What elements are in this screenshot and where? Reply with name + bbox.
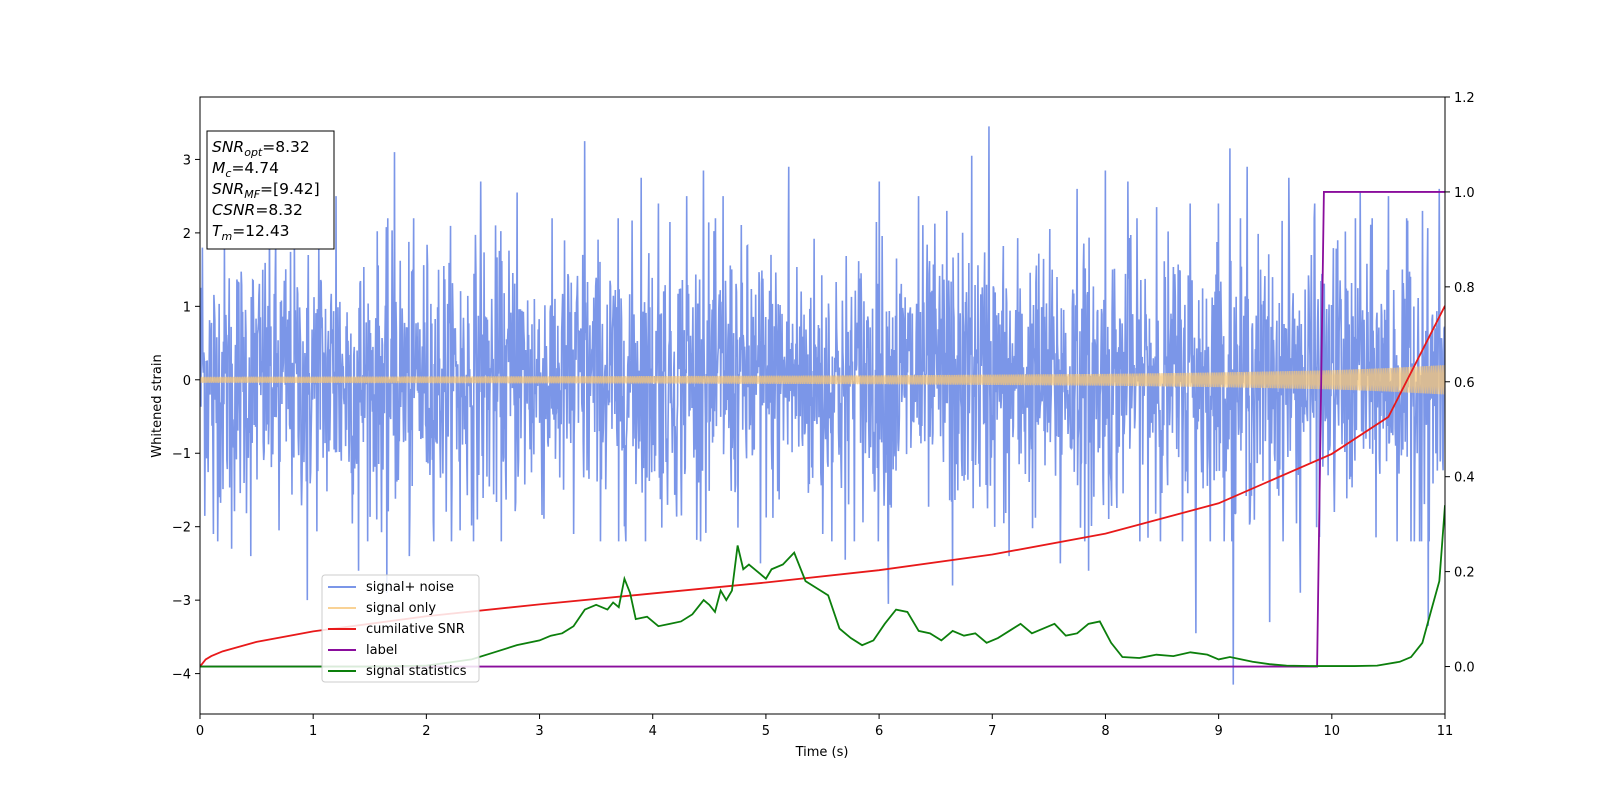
y-tick-label: 0	[183, 374, 191, 389]
x-tick-label: 10	[1324, 724, 1341, 739]
x-tick-label: 5	[762, 724, 770, 739]
info-symbol: SNR	[212, 138, 244, 156]
info-value: =[9.42]	[260, 180, 320, 198]
info-box-frame	[206, 130, 335, 250]
info-subscript: MF	[244, 188, 260, 201]
series-signal-statistics-line	[200, 505, 1445, 668]
info-symbol: M	[212, 159, 225, 177]
y2-tick-label: 0.2	[1454, 566, 1475, 581]
info-value: =8.32	[255, 201, 303, 219]
y-axis-label: Whitened strain	[150, 354, 165, 457]
series-layer	[200, 126, 1445, 685]
info-line: SNRMF=[9.42]	[212, 180, 320, 201]
legend-frame	[321, 574, 480, 683]
x-tick-label: 3	[535, 724, 543, 739]
info-subscript: c	[225, 167, 231, 180]
info-value: =8.32	[262, 138, 310, 156]
x-tick-label: 0	[196, 724, 204, 739]
legend-entry-label: signal only	[366, 601, 436, 616]
legend: signal+ noise signal only cumilative SNR la…	[321, 574, 480, 683]
x-tick-label: 11	[1437, 724, 1454, 739]
y2-tick-label: 0.0	[1454, 661, 1475, 676]
series-label-line	[200, 191, 1445, 668]
x-axis: 0 1 2 3 4 5 6 7 8 9 10 11	[196, 714, 1453, 739]
x-tick-label: 1	[309, 724, 317, 739]
x-tick-label: 2	[422, 724, 430, 739]
info-line: CSNR=8.32	[212, 201, 303, 219]
y-tick-label: −3	[172, 594, 191, 609]
info-symbol: SNR	[212, 180, 244, 198]
y-tick-label: 3	[183, 153, 191, 168]
y2-tick-label: 1.2	[1454, 91, 1475, 106]
legend-entry-label: cumilative SNR	[366, 622, 465, 637]
x-tick-label: 4	[649, 724, 657, 739]
info-subscript: m	[221, 230, 232, 243]
legend-entry-label: signal+ noise	[366, 580, 454, 595]
x-tick-label: 8	[1101, 724, 1109, 739]
series-cumulative-snr-line	[200, 305, 1445, 668]
y2-tick-label: 0.8	[1454, 281, 1475, 296]
y-tick-label: −2	[172, 521, 191, 536]
info-symbol: T	[212, 222, 223, 240]
y-axis-left: −4 −3 −2 −1 0 1 2 3	[172, 153, 200, 683]
info-subscript: opt	[244, 146, 263, 159]
y2-tick-label: 0.4	[1454, 471, 1475, 486]
plot-frame	[199, 96, 1446, 715]
y-tick-label: 2	[183, 227, 191, 242]
series-signal-noise-line	[200, 126, 1445, 685]
info-line: Tm=12.43	[212, 222, 290, 243]
legend-entry-label: signal statistics	[366, 664, 467, 679]
info-line: Mc=4.74	[212, 159, 279, 180]
x-tick-label: 7	[988, 724, 996, 739]
x-axis-label: Time (s)	[795, 745, 849, 760]
y-axis-right: 0.0 0.2 0.4 0.6 0.8 1.0 1.2	[1445, 91, 1475, 676]
y2-tick-label: 1.0	[1454, 186, 1475, 201]
y-tick-label: −4	[172, 668, 191, 683]
y2-tick-label: 0.6	[1454, 376, 1475, 391]
info-symbol: CSNR	[212, 201, 255, 219]
info-value: =12.43	[232, 222, 289, 240]
series-signal-only-line	[200, 365, 1445, 395]
x-tick-label: 6	[875, 724, 883, 739]
info-value: =4.74	[231, 159, 279, 177]
info-line: SNRopt=8.32	[212, 138, 310, 159]
y-tick-label: −1	[172, 447, 191, 462]
x-tick-label: 9	[1214, 724, 1222, 739]
y-tick-label: 1	[183, 300, 191, 315]
legend-entry-label: label	[366, 643, 397, 658]
stats-info-box: SNRopt=8.32Mc=4.74SNRMF=[9.42]CSNR=8.32T…	[206, 130, 335, 250]
